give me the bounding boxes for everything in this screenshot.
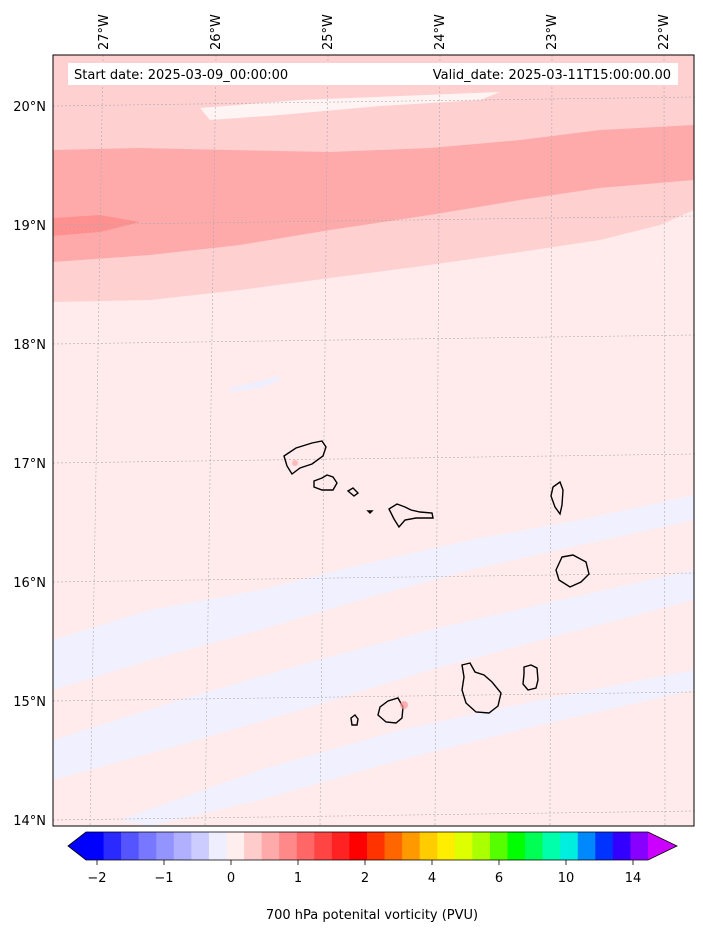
colorbar-cell: [367, 832, 386, 860]
colorbar-cell: [437, 832, 456, 860]
island-branco: [366, 510, 374, 514]
colorbar-cell: [279, 832, 298, 860]
colorbar-cell: [472, 832, 491, 860]
map-frame: [52, 54, 695, 827]
lat-label-20n: 20°N: [13, 100, 46, 115]
island-sao-nicolau: [388, 503, 434, 529]
colorbar-tick-label: 14: [625, 871, 642, 886]
colorbar-cell: [542, 832, 561, 860]
colorbar-cell: [630, 832, 649, 860]
colorbar-cell: [121, 832, 140, 860]
lon-label-25w: 25°W: [321, 14, 336, 50]
colorbar-cell: [156, 832, 175, 860]
colorbar-cell: [349, 832, 368, 860]
valid-date-label: Valid_date: 2025-03-11T15:00:00.00: [433, 68, 671, 83]
lon-label-23w: 23°W: [545, 14, 560, 50]
island-santa-luzia: [346, 487, 360, 497]
lat-label-14n: 14°N: [13, 814, 46, 829]
colorbar-tick-label: 2: [361, 871, 369, 886]
lon-label-22w: 22°W: [657, 14, 672, 50]
lon-label-24w: 24°W: [433, 14, 448, 50]
lat-label-15n: 15°N: [13, 695, 46, 710]
colorbar-cell: [507, 832, 526, 860]
vorticity-field: [53, 55, 694, 826]
colorbar-cell: [525, 832, 544, 860]
colorbar-cell: [612, 832, 631, 860]
colorbar-tick-label: 1: [294, 871, 302, 886]
colorbar-cell: [331, 832, 350, 860]
colorbar-cell: [314, 832, 333, 860]
start-date-label: Start date: 2025-03-09_00:00:00: [74, 68, 288, 83]
colorbar-cell: [208, 832, 227, 860]
graticule: [53, 55, 694, 826]
colorbar-tick-label: −2: [87, 871, 106, 886]
colorbar-cell: [191, 832, 210, 860]
lat-label-19n: 19°N: [13, 219, 46, 234]
colorbar-cell: [103, 832, 122, 860]
colorbar-cell: [226, 832, 245, 860]
colorbar-cell: [86, 832, 105, 860]
colorbar-cell: [454, 832, 473, 860]
colorbar-cell: [138, 832, 157, 860]
island-sal: [550, 480, 564, 516]
colorbar-cell: [261, 832, 280, 860]
colorbar-label: 700 hPa potenital vorticity (PVU): [266, 908, 478, 923]
colorbar-tick-label: 6: [495, 871, 503, 886]
colorbar-cell: [489, 832, 508, 860]
colorbar-cell: [419, 832, 438, 860]
colorbar: −2 −1 0 1 2 4 6 10 14 700 hPa potenital vorticit…: [67, 831, 678, 923]
lat-label-18n: 18°N: [13, 338, 46, 353]
island-brava: [350, 714, 359, 726]
colorbar-cell: [402, 832, 421, 860]
colorbar-cell: [296, 832, 315, 860]
island-santo-antao: [283, 440, 327, 476]
colorbar-tick-label: −1: [154, 871, 173, 886]
island-maio: [522, 664, 539, 691]
colorbar-cell: [577, 832, 596, 860]
island-boa-vista: [555, 554, 590, 588]
lon-label-26w: 26°W: [209, 14, 224, 50]
lon-label-27w: 27°W: [97, 14, 112, 50]
colorbar-cell: [560, 832, 579, 860]
lat-label-16n: 16°N: [13, 576, 46, 591]
colorbar-cell: [384, 832, 403, 860]
island-santiago: [461, 662, 502, 714]
colorbar-tick-label: 4: [428, 871, 436, 886]
colorbar-under-arrow: [68, 832, 86, 860]
colorbar-cell: [244, 832, 263, 860]
info-box: [68, 63, 678, 85]
colorbar-tick-label: 10: [558, 871, 575, 886]
colorbar-tick-label: 0: [227, 871, 235, 886]
island-sao-vicente: [313, 474, 338, 491]
colorbar-cell: [595, 832, 614, 860]
colorbar-cell: [173, 832, 192, 860]
colorbar-over-arrow: [648, 832, 677, 860]
island-fogo: [377, 697, 404, 724]
coastlines: [283, 440, 590, 726]
lat-label-17n: 17°N: [13, 457, 46, 472]
